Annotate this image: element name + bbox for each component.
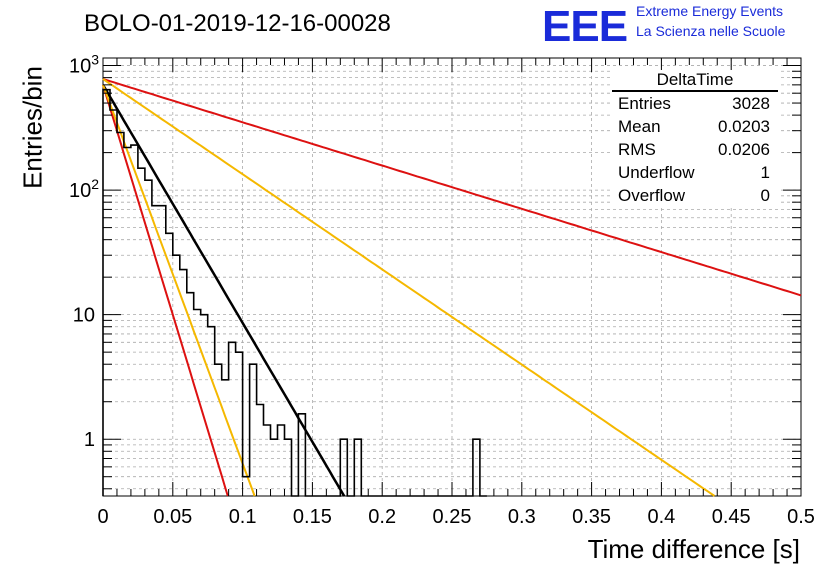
x-tick-label: 0.3 <box>508 506 536 528</box>
histogram <box>102 88 487 497</box>
y-axis-label: Entries/bin <box>17 66 48 189</box>
x-tick-label: 0.5 <box>787 506 815 528</box>
stats-row: Entries 3028 <box>612 92 778 115</box>
y-tick-label: 103 <box>69 52 99 78</box>
stats-label: Mean <box>618 117 661 136</box>
axes: 0 0.05 0.1 0.15 0.2 0.25 0.3 0.35 0.4 0.45 0.51101… <box>69 52 815 528</box>
stats-value: 0 <box>760 186 770 205</box>
stats-title: DeltaTime <box>612 70 778 92</box>
x-tick-label: 0 <box>97 506 108 528</box>
logo-line-1: Extreme Energy Events <box>636 3 784 19</box>
y-tick-label: 102 <box>69 176 99 202</box>
stats-label: Entries <box>618 94 671 113</box>
stats-row: Underflow 1 <box>612 161 778 184</box>
eee-logo: EEE <box>542 2 628 51</box>
x-tick-label: 0.35 <box>572 506 611 528</box>
y-tick-label: 1 <box>84 429 95 451</box>
fit-curve <box>102 78 716 497</box>
stats-box: DeltaTime Entries 3028 Mean 0.0203 RMS 0.0206… <box>612 70 778 207</box>
stats-row: RMS 0.0206 <box>612 138 778 161</box>
stats-value: 0.0206 <box>718 140 770 159</box>
x-tick-label: 0.15 <box>293 506 332 528</box>
stats-label: Underflow <box>618 163 695 182</box>
x-tick-label: 0.25 <box>433 506 472 528</box>
y-tick-label: 10 <box>73 305 95 327</box>
stats-value: 0.0203 <box>718 117 770 136</box>
fit-curve <box>102 78 802 297</box>
stats-row: Overflow 0 <box>612 184 778 207</box>
fit-curves <box>101 78 802 497</box>
stats-value: 1 <box>760 163 770 182</box>
fit-curve <box>102 84 229 497</box>
x-axis-label: Time difference [s] <box>587 534 800 564</box>
logo-line-2: La Scienza nelle Scuole <box>636 23 786 39</box>
stats-value: 3028 <box>732 94 770 113</box>
stats-label: RMS <box>618 140 656 159</box>
x-tick-label: 0.1 <box>229 506 257 528</box>
fit-curve <box>101 84 346 497</box>
x-tick-label: 0.45 <box>712 506 751 528</box>
x-tick-label: 0.4 <box>647 506 675 528</box>
stats-rows: Entries 3028 Mean 0.0203 RMS 0.0206 Underflow 1… <box>612 92 778 207</box>
x-tick-label: 0.05 <box>153 506 192 528</box>
chart-title: BOLO-01-2019-12-16-00028 <box>84 10 391 37</box>
histogram-outline <box>102 88 487 497</box>
fit-curve <box>102 84 256 497</box>
stats-row: Mean 0.0203 <box>612 115 778 138</box>
stats-label: Overflow <box>618 186 686 205</box>
x-tick-label: 0.2 <box>368 506 396 528</box>
